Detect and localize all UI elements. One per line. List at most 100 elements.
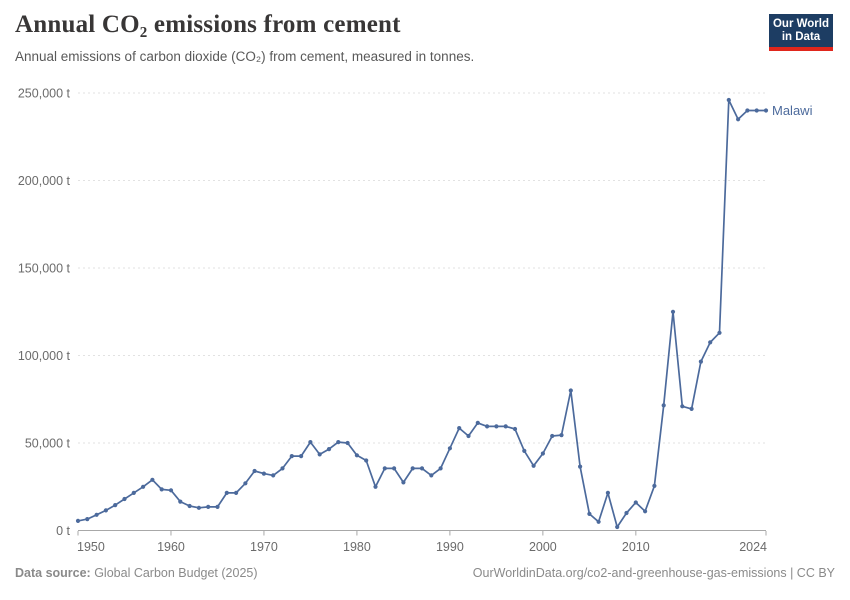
y-axis-label: 100,000 t — [18, 349, 71, 363]
data-point-marker[interactable] — [392, 466, 397, 471]
data-point-marker[interactable] — [94, 512, 99, 517]
data-source-label: Data source: — [15, 566, 91, 580]
data-point-marker[interactable] — [485, 424, 490, 429]
data-point-marker[interactable] — [438, 466, 443, 471]
x-axis-label: 1980 — [343, 540, 371, 554]
data-point-marker[interactable] — [345, 440, 350, 446]
x-axis-label: 2024 — [739, 540, 767, 554]
data-point-marker[interactable] — [178, 499, 183, 504]
emissions-line[interactable] — [77, 99, 767, 528]
series-label-malawi[interactable]: Malawi — [772, 103, 813, 118]
data-point-marker[interactable] — [540, 451, 546, 456]
owid-logo-line2: in Data — [781, 30, 821, 43]
data-point-marker[interactable] — [261, 471, 266, 476]
data-point-marker[interactable] — [736, 117, 741, 122]
chart-header: Annual CO₂ emissions from cement Annual … — [15, 10, 755, 65]
data-point-marker[interactable] — [680, 404, 685, 409]
data-point-marker[interactable] — [215, 504, 220, 509]
data-point-marker[interactable] — [168, 488, 174, 493]
data-point-marker[interactable] — [159, 487, 164, 492]
data-point-marker[interactable] — [131, 490, 136, 495]
data-point-marker[interactable] — [652, 483, 657, 488]
data-point-marker[interactable] — [187, 503, 192, 509]
data-point-marker[interactable] — [401, 480, 406, 485]
y-axis-label: 50,000 t — [25, 437, 71, 451]
data-point-marker[interactable] — [745, 108, 750, 113]
data-point-marker[interactable] — [457, 426, 462, 431]
data-point-marker[interactable] — [466, 433, 471, 439]
x-axis-label: 1970 — [250, 540, 278, 554]
x-axis-label: 1950 — [77, 540, 105, 554]
data-source-text: Global Carbon Budget (2025) — [90, 566, 258, 580]
data-point-marker[interactable] — [605, 490, 611, 495]
page-subtitle: Annual emissions of carbon dioxide (CO₂)… — [15, 49, 475, 64]
data-point-marker[interactable] — [429, 473, 434, 478]
data-point-marker[interactable] — [763, 108, 769, 113]
data-point-marker[interactable] — [615, 524, 620, 530]
data-point-marker[interactable] — [122, 496, 127, 502]
data-point-marker[interactable] — [196, 505, 201, 510]
data-point-marker[interactable] — [234, 490, 239, 495]
data-point-marker[interactable] — [643, 509, 648, 514]
data-point-marker[interactable] — [419, 466, 425, 471]
data-point-marker[interactable] — [494, 424, 499, 429]
data-point-marker[interactable] — [708, 340, 713, 345]
data-point-marker[interactable] — [587, 511, 592, 516]
data-point-marker[interactable] — [373, 484, 378, 489]
data-point-marker[interactable] — [103, 508, 108, 513]
data-point-marker[interactable] — [624, 510, 629, 516]
data-point-marker[interactable] — [559, 433, 564, 438]
data-point-marker[interactable] — [252, 468, 257, 474]
data-point-marker[interactable] — [113, 503, 118, 508]
data-point-marker[interactable] — [289, 454, 294, 459]
data-point-marker[interactable] — [633, 500, 638, 505]
data-point-marker[interactable] — [568, 388, 573, 393]
data-point-marker[interactable] — [354, 453, 359, 458]
data-point-marker[interactable] — [578, 464, 583, 469]
data-point-marker[interactable] — [689, 406, 694, 411]
data-point-marker[interactable] — [206, 504, 211, 509]
data-point-marker[interactable] — [726, 97, 731, 103]
data-point-marker[interactable] — [512, 426, 518, 432]
data-point-marker[interactable] — [531, 463, 536, 468]
data-point-marker[interactable] — [364, 458, 369, 463]
data-point-marker[interactable] — [717, 330, 722, 335]
owid-logo[interactable]: Our World in Data — [769, 14, 833, 51]
data-point-marker[interactable] — [475, 420, 480, 425]
data-point-marker[interactable] — [280, 466, 285, 471]
y-axis-label: 200,000 t — [18, 174, 71, 188]
data-point-marker[interactable] — [503, 424, 508, 429]
data-point-marker[interactable] — [224, 490, 229, 495]
x-axis-label: 1960 — [157, 540, 185, 554]
data-point-marker[interactable] — [382, 466, 387, 471]
data-point-marker[interactable] — [410, 466, 415, 471]
data-point-marker[interactable] — [336, 440, 341, 445]
data-point-marker[interactable] — [326, 447, 332, 452]
data-point-marker[interactable] — [596, 519, 601, 524]
data-point-marker[interactable] — [550, 433, 555, 439]
x-axis-label: 1990 — [436, 540, 464, 554]
data-point-marker[interactable] — [698, 359, 704, 364]
data-point-marker[interactable] — [75, 518, 81, 524]
data-point-marker[interactable] — [522, 448, 527, 453]
data-point-marker[interactable] — [661, 403, 666, 408]
data-point-marker[interactable] — [754, 108, 759, 113]
data-point-marker[interactable] — [670, 309, 676, 314]
data-point-marker[interactable] — [447, 446, 452, 451]
x-axis-label: 2000 — [529, 540, 557, 554]
data-point-marker[interactable] — [271, 473, 276, 478]
y-axis-label: 150,000 t — [18, 262, 71, 276]
data-point-marker[interactable] — [308, 440, 313, 445]
attribution-link[interactable]: OurWorldinData.org/co2-and-greenhouse-ga… — [472, 566, 835, 580]
chart-footer: Data source: Global Carbon Budget (2025)… — [0, 566, 850, 580]
owid-logo-line1: Our World — [772, 17, 829, 30]
page-title: Annual CO₂ emissions from cement — [15, 11, 401, 38]
data-point-marker[interactable] — [150, 477, 155, 482]
data-point-marker[interactable] — [141, 484, 146, 489]
data-point-marker[interactable] — [85, 517, 90, 522]
data-point-marker[interactable] — [299, 454, 304, 459]
data-point-marker[interactable] — [243, 481, 248, 486]
data-point-marker[interactable] — [317, 452, 322, 457]
y-axis-label: 250,000 t — [18, 87, 71, 101]
